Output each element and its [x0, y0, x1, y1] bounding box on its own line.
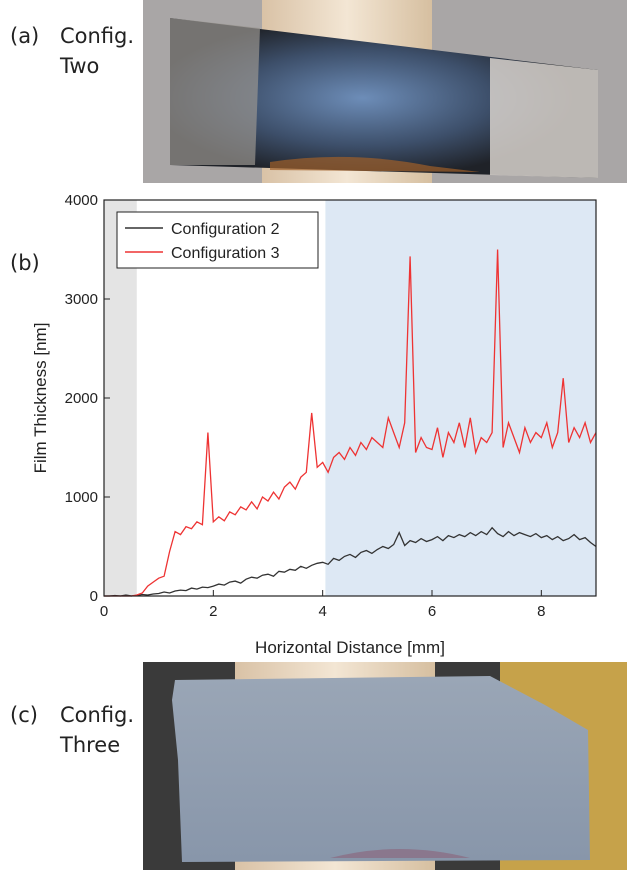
- x-tick-label: 6: [428, 603, 436, 620]
- series-line: [104, 526, 597, 597]
- panel-label: (a): [10, 24, 39, 48]
- y-tick-label: 3000: [65, 291, 98, 308]
- x-tick-label: 0: [100, 603, 108, 620]
- y-tick-label: 1000: [65, 489, 98, 506]
- chart: 0 2 4 6 8 0 1000 2000 3000 4000 Horizontal Distanc…: [31, 192, 597, 657]
- photo-a: [143, 0, 627, 183]
- photo-c: [143, 662, 627, 870]
- y-axis-label: Film Thickness [nm]: [31, 323, 50, 474]
- panel-label: (c): [10, 703, 38, 727]
- y-tick-label: 4000: [65, 192, 98, 209]
- y-tick-label: 0: [90, 588, 98, 605]
- legend-box: [116, 211, 319, 269]
- panel-caption: Three: [59, 733, 120, 757]
- series-line: [104, 249, 597, 597]
- panel-label: (b): [10, 251, 40, 275]
- x-tick-label: 2: [209, 603, 217, 620]
- shaded-region: [325, 200, 596, 596]
- legend-label: Configuration 3: [171, 245, 280, 262]
- legend-label: Configuration 2: [171, 221, 280, 238]
- x-axis-label: Horizontal Distance [mm]: [255, 638, 445, 657]
- y-tick-label: 2000: [65, 390, 98, 407]
- x-tick-label: 4: [318, 603, 326, 620]
- panel-caption: Two: [59, 54, 99, 78]
- x-tick-label: 8: [537, 603, 545, 620]
- panel-caption: Config.: [60, 24, 134, 48]
- panel-caption: Config.: [60, 703, 134, 727]
